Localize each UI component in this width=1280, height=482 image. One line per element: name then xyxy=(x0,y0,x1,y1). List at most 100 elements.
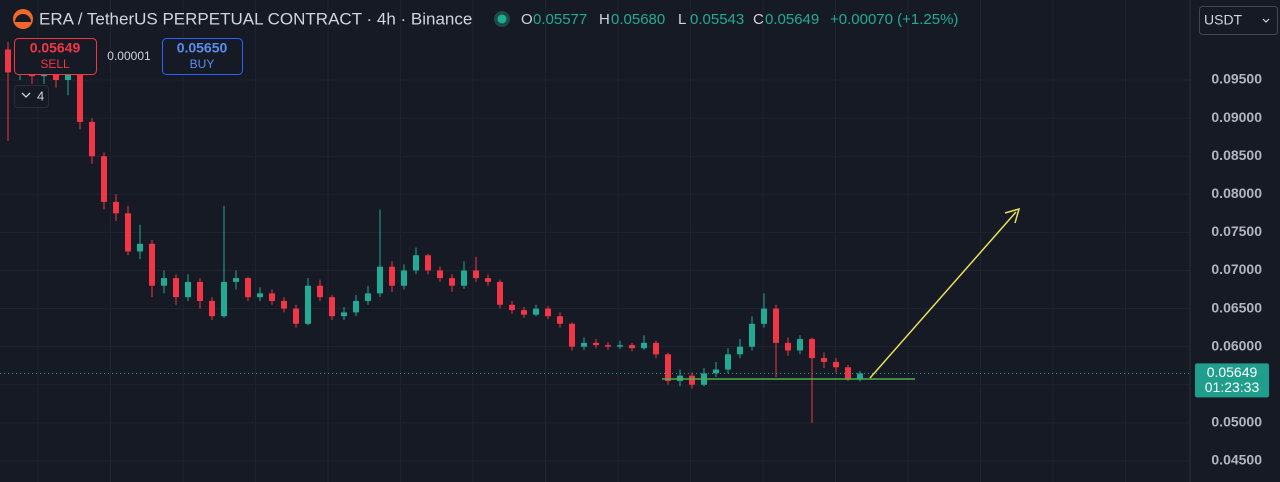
price-axis: 0.045000.050000.055000.060000.065000.070… xyxy=(1195,71,1269,468)
candle-body xyxy=(341,312,347,317)
candle-body xyxy=(725,354,731,370)
candle-body xyxy=(161,278,167,286)
candle-body xyxy=(437,270,443,279)
y-tick-label: 0.06000 xyxy=(1211,337,1262,353)
countdown: 01:23:33 xyxy=(1205,379,1260,395)
candle-body xyxy=(545,308,551,317)
candle-body xyxy=(521,310,527,315)
y-tick-label: 0.07500 xyxy=(1211,223,1262,239)
ohlc-key: L xyxy=(678,11,686,28)
candle-body xyxy=(761,308,767,324)
candle-body xyxy=(257,293,263,298)
candle-body xyxy=(713,369,719,374)
ohlc-value: 0.05577 xyxy=(533,11,587,28)
candle-body xyxy=(569,323,575,347)
candle-body xyxy=(809,339,815,359)
candle-body xyxy=(629,345,635,349)
candle-body xyxy=(209,300,215,317)
trend-arrow xyxy=(869,211,1017,379)
candle-body xyxy=(173,278,179,298)
buy-button[interactable] xyxy=(162,38,243,75)
candle-body xyxy=(149,243,155,286)
y-tick-label: 0.08500 xyxy=(1211,147,1262,163)
candle-body xyxy=(101,156,107,202)
candle-body xyxy=(413,255,419,271)
ohlc-key: O xyxy=(521,11,533,28)
candle-body xyxy=(497,281,503,305)
candle-body xyxy=(245,278,251,298)
candle-body xyxy=(593,342,599,346)
candle-body xyxy=(797,339,803,351)
candle-body xyxy=(557,316,563,324)
change: +0.00070 (+1.25%) xyxy=(830,11,958,28)
candle-body xyxy=(233,278,239,282)
candle-body xyxy=(461,270,467,286)
symbol-title: ERA / TetherUS PERPETUAL CONTRACT · 4h ·… xyxy=(39,9,472,28)
currency-selector[interactable] xyxy=(1199,6,1278,35)
ohlc-key: C xyxy=(753,11,764,28)
dropdown-chevron xyxy=(1262,18,1270,23)
status-dot xyxy=(497,14,507,24)
candle-body xyxy=(773,308,779,343)
y-tick-label: 0.04500 xyxy=(1211,452,1262,468)
candle-body xyxy=(425,255,431,271)
candle-body xyxy=(281,300,287,309)
spread: 0.00001 xyxy=(107,49,151,63)
y-tick-label: 0.08000 xyxy=(1211,185,1262,201)
y-tick-label: 0.09000 xyxy=(1211,109,1262,125)
chevron xyxy=(21,92,31,98)
candle-body xyxy=(749,323,755,347)
candle-body xyxy=(533,308,539,315)
arrow-head xyxy=(1004,207,1021,224)
buy-label: BUY xyxy=(190,57,215,71)
candle-body xyxy=(389,266,395,286)
candle-body xyxy=(857,373,863,379)
candle-body xyxy=(269,293,275,301)
last-price-tag xyxy=(1195,363,1269,398)
currency-label: USDT xyxy=(1204,12,1243,28)
candle-body xyxy=(197,281,203,301)
candle-body xyxy=(293,308,299,324)
y-tick-label: 0.09500 xyxy=(1211,71,1262,87)
candle-body xyxy=(137,243,143,252)
candle-body xyxy=(125,213,131,252)
candle-body xyxy=(401,270,407,286)
sell-label: SELL xyxy=(40,57,70,71)
candle-body xyxy=(641,342,647,349)
ohlc-legend: O 0.05577 H 0.05680 L 0.05543 C 0.05649 xyxy=(521,11,819,28)
last-price-label: 0.05649 xyxy=(1207,364,1258,380)
candle-body xyxy=(737,346,743,355)
sell-button[interactable] xyxy=(14,38,97,75)
y-tick-label: 0.07000 xyxy=(1211,261,1262,277)
y-tick-label: 0.05000 xyxy=(1211,414,1262,430)
candle-body xyxy=(689,375,695,385)
candle-body xyxy=(5,49,11,73)
candle-body xyxy=(317,285,323,298)
buy-price: 0.05650 xyxy=(177,40,228,56)
indicator-count: 4 xyxy=(37,88,44,103)
icon-detail xyxy=(15,14,31,22)
candle-body xyxy=(113,201,119,214)
candle-body xyxy=(77,68,83,122)
candle-body xyxy=(377,266,383,294)
ohlc-value: 0.05649 xyxy=(765,11,819,28)
candle-body xyxy=(653,342,659,355)
candle-body xyxy=(821,358,827,362)
ohlc-key: H xyxy=(599,11,610,28)
y-tick-label: 0.06500 xyxy=(1211,299,1262,315)
candle-body xyxy=(473,270,479,279)
candle-body xyxy=(665,354,671,381)
candle-body xyxy=(605,345,611,347)
candle-body xyxy=(833,361,839,368)
candle-body xyxy=(509,304,515,311)
ohlc-value: 0.05543 xyxy=(690,11,744,28)
candle-body xyxy=(785,342,791,351)
sell-price: 0.05649 xyxy=(30,40,81,56)
indicator-toggle[interactable] xyxy=(14,85,49,108)
candle-body xyxy=(617,345,623,347)
candle-body xyxy=(581,342,587,347)
candle-body xyxy=(449,278,455,286)
grid xyxy=(0,0,1190,482)
candle-body xyxy=(365,293,371,301)
